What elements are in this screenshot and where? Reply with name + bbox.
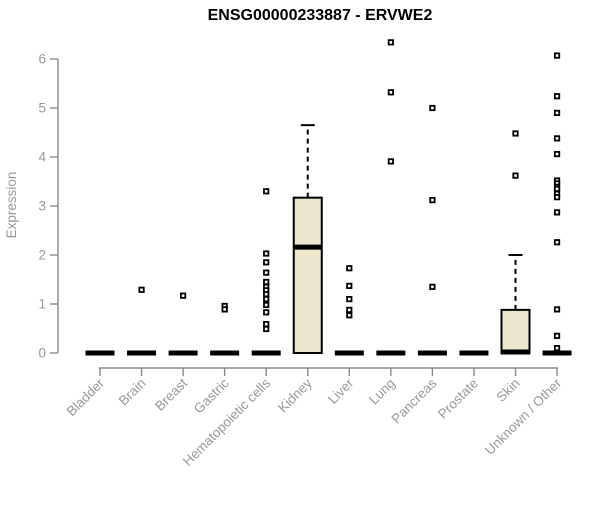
y-tick-label: 2 [38,248,46,263]
outlier-point [387,39,394,46]
boxplot-liver [334,265,364,356]
y-tick-label: 3 [38,199,46,214]
y-tick-label: 0 [38,346,46,361]
boxplot-lung [376,39,406,356]
outlier-point [346,295,353,303]
x-tick-label: Liver [325,375,357,407]
plot-area: 0 1 2 3 4 5 6 Bladder Brain Breast GastricHematopo… [38,39,572,469]
y-axis-label: Expression [4,172,19,239]
outlier-point [263,291,270,298]
x-tick-label: Brain [116,376,149,409]
outlier-point [553,109,561,116]
outlier-point [346,265,353,272]
x-tick-label: Skin [493,376,522,405]
outlier-point [553,135,561,142]
outlier-point [553,209,561,216]
outlier-point [346,312,353,319]
outlier-point [429,104,436,112]
outlier-point [553,93,561,100]
outlier-point [138,286,145,293]
boxplot-pancreas [417,104,447,356]
x-tick-label: Lung [366,376,398,408]
outlier-point [387,158,394,165]
outlier-point [429,283,436,290]
outlier-point [512,130,519,137]
outlier-point [346,282,353,289]
chart-title: ENSG00000233887 - ERVWE2 [208,7,433,24]
outlier-point [263,309,270,316]
outlier-point [263,250,270,257]
outlier-point [263,259,270,266]
boxplot-breast [168,292,198,356]
boxplot-brain [127,286,157,356]
x-tick-label: Gastric [191,375,232,416]
boxplot-skin [500,130,531,355]
outlier-point [553,150,561,158]
outlier-point [512,172,519,179]
outlier-point [263,188,270,195]
boxplot-kidney [292,124,323,354]
outlier-point [553,332,561,339]
y-axis: 0 1 2 3 4 5 6 [38,52,59,361]
outlier-point [263,301,270,309]
outlier-point [263,320,270,328]
y-tick-label: 6 [38,52,46,67]
outlier-point [429,197,436,204]
box [500,308,531,355]
outlier-point [553,344,561,352]
outlier-point [553,194,561,201]
x-tick-label: Kidney [275,375,315,415]
x-tick-label: Breast [152,375,190,413]
outlier-point [553,185,561,192]
boxplot-unknown-other [542,52,572,356]
outlier-point [179,292,187,299]
x-tick-label: Prostate [435,376,481,422]
boxplot-hematopoietic-cells [251,188,281,356]
outlier-point [263,278,270,286]
outlier-point [553,306,561,313]
outlier-point [346,306,353,313]
outlier-point [263,295,270,303]
outlier-point [263,325,270,333]
y-tick-label: 5 [38,101,46,116]
y-tick-label: 1 [38,297,46,312]
x-tick-label: Pancreas [389,375,440,426]
y-tick-label: 4 [38,150,46,165]
outlier-point [553,239,561,246]
box [292,196,323,354]
outlier-point [387,89,394,96]
outlier-point [221,306,228,313]
outlier-point [553,52,561,59]
x-tick-label: Bladder [64,375,108,419]
x-tick-label: Unknown / Other [482,375,565,458]
boxplot-gastric [210,302,240,356]
outlier-point [263,269,270,276]
